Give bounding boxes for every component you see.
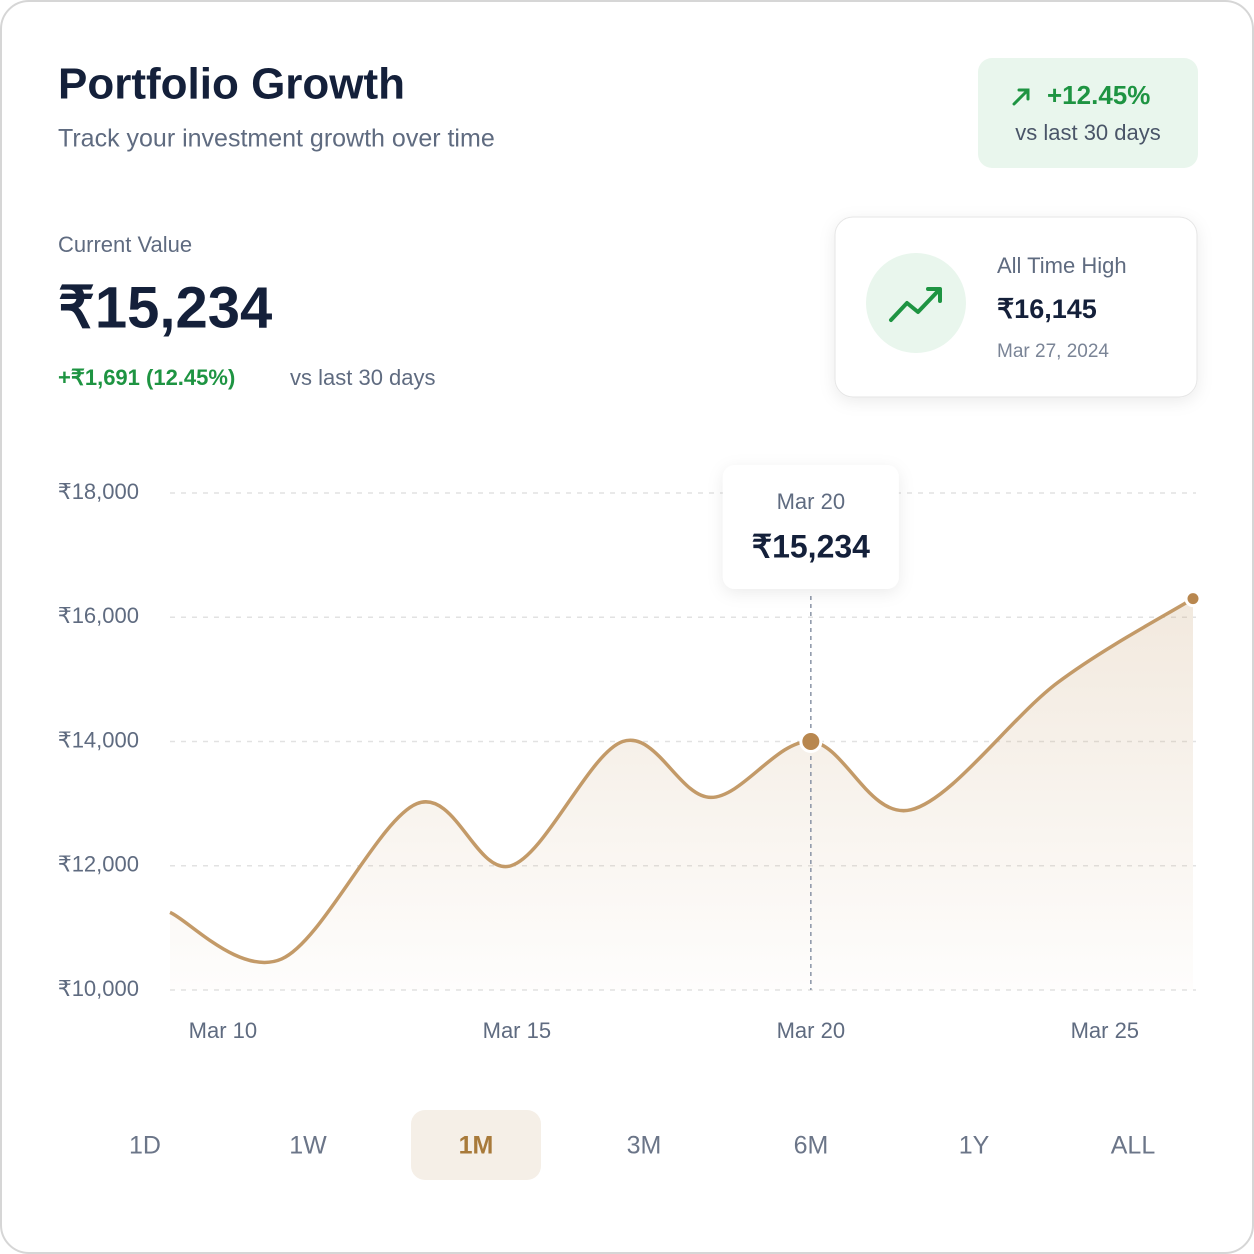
ath-date: Mar 27, 2024 bbox=[997, 341, 1109, 362]
range-button[interactable]: 6M bbox=[794, 1132, 829, 1160]
current-value: ₹15,234 bbox=[58, 275, 272, 340]
badge-change: +12.45% bbox=[1047, 80, 1150, 110]
x-tick-label: Mar 10 bbox=[189, 1018, 257, 1043]
y-tick-label: ₹18,000 bbox=[58, 479, 139, 504]
chart: ₹10,000 ₹12,000 ₹14,000 ₹16,000 ₹18,000 Mar 1… bbox=[58, 465, 1202, 1043]
range-button[interactable]: 1D bbox=[129, 1132, 161, 1160]
ath-value: ₹16,145 bbox=[997, 294, 1097, 324]
up-arrow-icon bbox=[1012, 88, 1030, 106]
x-tick-label: Mar 20 bbox=[777, 1018, 845, 1043]
tooltip-value: ₹15,234 bbox=[752, 528, 870, 564]
x-tick-label: Mar 15 bbox=[483, 1018, 551, 1043]
range-selector: 1D 1W 1M 3M 6M 1Y ALL bbox=[129, 1110, 1155, 1180]
range-button[interactable]: 1Y bbox=[959, 1132, 990, 1160]
current-period: vs last 30 days bbox=[290, 365, 436, 390]
x-tick-label: Mar 25 bbox=[1071, 1018, 1139, 1043]
y-tick-label: ₹14,000 bbox=[58, 727, 139, 752]
change-badge bbox=[978, 58, 1198, 168]
trend-icon bbox=[889, 287, 942, 322]
range-active-bg bbox=[411, 1110, 541, 1180]
title: Portfolio Growth bbox=[58, 60, 405, 109]
tooltip-date: Mar 20 bbox=[777, 489, 845, 514]
ath-icon-bg bbox=[866, 253, 966, 353]
subtitle: Track your investment growth over time bbox=[58, 125, 495, 153]
area bbox=[170, 598, 1193, 990]
y-tick-label: ₹16,000 bbox=[58, 603, 139, 628]
hover-point bbox=[799, 730, 823, 753]
tooltip bbox=[722, 465, 899, 589]
current-change: +₹1,691 (12.45%) bbox=[58, 365, 235, 390]
range-button[interactable]: 1W bbox=[289, 1132, 327, 1160]
end-point bbox=[1184, 590, 1202, 608]
range-button[interactable]: 3M bbox=[627, 1132, 662, 1160]
y-tick-label: ₹10,000 bbox=[58, 976, 139, 1001]
range-button[interactable]: ALL bbox=[1111, 1132, 1156, 1160]
ath-label: All Time High bbox=[997, 253, 1127, 278]
current-label: Current Value bbox=[58, 232, 192, 257]
badge-period: vs last 30 days bbox=[1015, 120, 1161, 145]
y-tick-label: ₹12,000 bbox=[58, 852, 139, 877]
line bbox=[169, 597, 1194, 965]
range-button[interactable]: 1M bbox=[459, 1132, 494, 1160]
